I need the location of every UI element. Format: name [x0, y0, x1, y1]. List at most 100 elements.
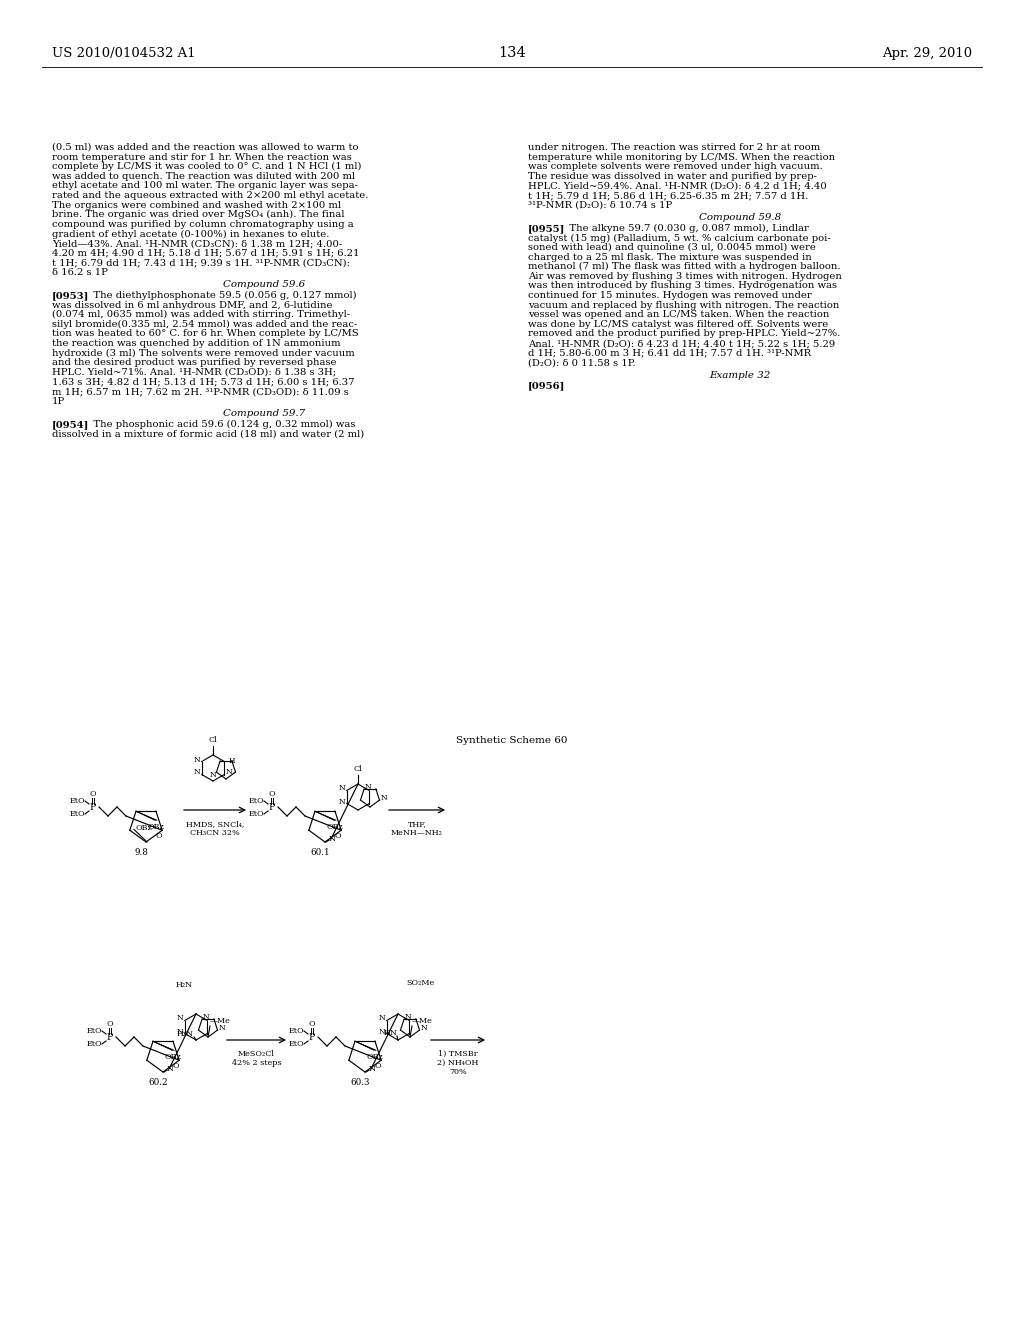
- Text: O: O: [268, 789, 275, 799]
- Text: compound was purified by column chromatography using a: compound was purified by column chromato…: [52, 220, 353, 228]
- Text: N: N: [339, 797, 346, 805]
- Text: P: P: [309, 1032, 315, 1041]
- Text: N: N: [379, 1015, 386, 1023]
- Text: [0956]: [0956]: [528, 381, 565, 391]
- Text: H₂N: H₂N: [177, 1030, 194, 1038]
- Text: P: P: [106, 1032, 114, 1041]
- Text: Cl: Cl: [353, 766, 362, 774]
- Text: THF,: THF,: [408, 820, 427, 828]
- Text: Air was removed by flushing 3 times with nitrogen. Hydrogen: Air was removed by flushing 3 times with…: [528, 272, 842, 281]
- Text: N: N: [177, 1027, 183, 1035]
- Text: was then introduced by flushing 3 times. Hydrogenation was: was then introduced by flushing 3 times.…: [528, 281, 837, 290]
- Text: N: N: [167, 1065, 174, 1073]
- Text: soned with lead) and quinoline (3 ul, 0.0045 mmol) were: soned with lead) and quinoline (3 ul, 0.…: [528, 243, 816, 252]
- Text: t 1H; 5.79 d 1H; 5.86 d 1H; 6.25-6.35 m 2H; 7.57 d 1H.: t 1H; 5.79 d 1H; 5.86 d 1H; 6.25-6.35 m …: [528, 191, 808, 201]
- Text: SO₂Me: SO₂Me: [406, 979, 434, 987]
- Text: brine. The organic was dried over MgSO₄ (anh). The final: brine. The organic was dried over MgSO₄ …: [52, 210, 344, 219]
- Text: N: N: [194, 768, 201, 776]
- Text: Yield—43%. Anal. ¹H-NMR (CD₃CN): δ 1.38 m 12H; 4.00-: Yield—43%. Anal. ¹H-NMR (CD₃CN): δ 1.38 …: [52, 239, 342, 248]
- Text: 134: 134: [498, 46, 526, 59]
- Text: The residue was dissolved in water and purified by prep-: The residue was dissolved in water and p…: [528, 172, 817, 181]
- Text: 60.3: 60.3: [350, 1078, 370, 1086]
- Text: The alkyne 59.7 (0.030 g, 0.087 mmol), Lindlar: The alkyne 59.7 (0.030 g, 0.087 mmol), L…: [560, 224, 809, 232]
- Text: m 1H; 6.57 m 1H; 7.62 m 2H. ³¹P-NMR (CD₃OD): δ 11.09 s: m 1H; 6.57 m 1H; 7.62 m 2H. ³¹P-NMR (CD₃…: [52, 387, 349, 396]
- Text: Synthetic Scheme 60: Synthetic Scheme 60: [457, 737, 567, 744]
- Text: OBz: OBz: [165, 1053, 181, 1061]
- Text: EtO: EtO: [289, 1040, 304, 1048]
- Text: complete by LC/MS it was cooled to 0° C. and 1 N HCl (1 ml): complete by LC/MS it was cooled to 0° C.…: [52, 162, 361, 172]
- Text: EtO: EtO: [70, 797, 85, 805]
- Text: O: O: [90, 789, 96, 799]
- Text: N: N: [177, 1015, 183, 1023]
- Text: 60.2: 60.2: [148, 1078, 168, 1086]
- Text: HPLC. Yield~71%. Anal. ¹H-NMR (CD₃OD): δ 1.38 s 3H;: HPLC. Yield~71%. Anal. ¹H-NMR (CD₃OD): δ…: [52, 368, 336, 376]
- Text: t 1H; 6.79 dd 1H; 7.43 d 1H; 9.39 s 1H. ³¹P-NMR (CD₃CN):: t 1H; 6.79 dd 1H; 7.43 d 1H; 9.39 s 1H. …: [52, 259, 350, 267]
- Text: The phosphonic acid 59.6 (0.124 g, 0.32 mmol) was: The phosphonic acid 59.6 (0.124 g, 0.32 …: [84, 420, 355, 429]
- Text: N: N: [225, 768, 232, 776]
- Text: HN: HN: [383, 1030, 397, 1038]
- Text: 9.8: 9.8: [134, 847, 147, 857]
- Text: (0.074 ml, 0635 mmol) was added with stirring. Trimethyl-: (0.074 ml, 0635 mmol) was added with sti…: [52, 310, 350, 319]
- Text: Example 32: Example 32: [710, 371, 771, 380]
- Text: P: P: [269, 803, 275, 812]
- Text: MeNH—NH₂: MeNH—NH₂: [391, 829, 443, 837]
- Text: The diethylphosphonate 59.5 (0.056 g, 0.127 mmol): The diethylphosphonate 59.5 (0.056 g, 0.…: [84, 290, 356, 300]
- Text: N: N: [421, 1024, 427, 1032]
- Text: tion was heated to 60° C. for 6 hr. When complete by LC/MS: tion was heated to 60° C. for 6 hr. When…: [52, 330, 358, 338]
- Text: N: N: [210, 771, 216, 779]
- Text: HMDS, SNCl₄,: HMDS, SNCl₄,: [185, 820, 244, 828]
- Text: EtO: EtO: [70, 810, 85, 818]
- Text: [0953]: [0953]: [52, 290, 89, 300]
- Text: room temperature and stir for 1 hr. When the reaction was: room temperature and stir for 1 hr. When…: [52, 153, 352, 161]
- Text: 42% 2 steps: 42% 2 steps: [231, 1059, 282, 1067]
- Text: Compound 59.7: Compound 59.7: [223, 409, 305, 418]
- Text: N: N: [329, 836, 336, 843]
- Text: The organics were combined and washed with 2×100 ml: The organics were combined and washed wi…: [52, 201, 341, 210]
- Text: (0.5 ml) was added and the reaction was allowed to warm to: (0.5 ml) was added and the reaction was …: [52, 143, 358, 152]
- Text: 70%: 70%: [450, 1068, 467, 1076]
- Text: δ 16.2 s 1P: δ 16.2 s 1P: [52, 268, 108, 277]
- Text: 2) NH₄OH: 2) NH₄OH: [437, 1059, 478, 1067]
- Text: O: O: [173, 1063, 179, 1071]
- Text: 60.1: 60.1: [310, 847, 330, 857]
- Text: CH₃CN 32%: CH₃CN 32%: [190, 829, 240, 837]
- Text: d 1H; 5.80-6.00 m 3 H; 6.41 dd 1H; 7.57 d 1H. ³¹P-NMR: d 1H; 5.80-6.00 m 3 H; 6.41 dd 1H; 7.57 …: [528, 348, 811, 358]
- Text: OBz: OBz: [327, 824, 343, 832]
- Text: N: N: [406, 1012, 412, 1020]
- Text: 1) TMSBr: 1) TMSBr: [438, 1049, 478, 1059]
- Text: P: P: [90, 803, 96, 812]
- Text: Compound 59.6: Compound 59.6: [223, 280, 305, 289]
- Text: Anal. ¹H-NMR (D₂O): δ 4.23 d 1H; 4.40 t 1H; 5.22 s 1H; 5.29: Anal. ¹H-NMR (D₂O): δ 4.23 d 1H; 4.40 t …: [528, 339, 836, 348]
- Text: —Me: —Me: [210, 1016, 230, 1026]
- Text: OBz: OBz: [367, 1053, 383, 1061]
- Text: O: O: [335, 832, 341, 840]
- Text: the reaction was quenched by addition of 1N ammonium: the reaction was quenched by addition of…: [52, 339, 341, 348]
- Text: OBz: OBz: [136, 824, 153, 832]
- Text: methanol (7 ml) The flask was fitted with a hydrogen balloon.: methanol (7 ml) The flask was fitted wit…: [528, 263, 841, 272]
- Text: was added to quench. The reaction was diluted with 200 ml: was added to quench. The reaction was di…: [52, 172, 355, 181]
- Text: N: N: [203, 1012, 210, 1020]
- Text: continued for 15 minutes. Hydogen was removed under: continued for 15 minutes. Hydogen was re…: [528, 290, 812, 300]
- Text: N: N: [369, 1065, 376, 1073]
- Text: removed and the product purified by prep-HPLC. Yield~27%.: removed and the product purified by prep…: [528, 330, 841, 338]
- Text: 4.20 m 4H; 4.90 d 1H; 5.18 d 1H; 5.67 d 1H; 5.91 s 1H; 6.21: 4.20 m 4H; 4.90 d 1H; 5.18 d 1H; 5.67 d …: [52, 248, 359, 257]
- Text: dissolved in a mixture of formic acid (18 ml) and water (2 ml): dissolved in a mixture of formic acid (1…: [52, 429, 365, 438]
- Text: under nitrogen. The reaction was stirred for 2 hr at room: under nitrogen. The reaction was stirred…: [528, 143, 820, 152]
- Text: 1P: 1P: [52, 396, 66, 405]
- Text: silyl bromide(0.335 ml, 2.54 mmol) was added and the reac-: silyl bromide(0.335 ml, 2.54 mmol) was a…: [52, 319, 357, 329]
- Text: ³¹P-NMR (D₂O): δ 10.74 s 1P: ³¹P-NMR (D₂O): δ 10.74 s 1P: [528, 201, 672, 210]
- Text: temperature while monitoring by LC/MS. When the reaction: temperature while monitoring by LC/MS. W…: [528, 153, 836, 161]
- Text: EtO: EtO: [249, 797, 264, 805]
- Text: H₂N: H₂N: [175, 981, 193, 989]
- Text: Apr. 29, 2010: Apr. 29, 2010: [882, 46, 972, 59]
- Text: EtO: EtO: [86, 1040, 102, 1048]
- Text: MeSO₂Cl: MeSO₂Cl: [238, 1049, 274, 1059]
- Text: rated and the aqueous extracted with 2×200 ml ethyl acetate.: rated and the aqueous extracted with 2×2…: [52, 191, 369, 201]
- Text: was dissolved in 6 ml anhydrous DMF, and 2, 6-lutidine: was dissolved in 6 ml anhydrous DMF, and…: [52, 301, 333, 310]
- Text: N: N: [379, 1027, 386, 1035]
- Text: O: O: [308, 1020, 315, 1028]
- Text: vacuum and replaced by flushing with nitrogen. The reaction: vacuum and replaced by flushing with nit…: [528, 301, 840, 310]
- Text: gradient of ethyl acetate (0-100%) in hexanes to elute.: gradient of ethyl acetate (0-100%) in he…: [52, 230, 330, 239]
- Text: O: O: [156, 832, 163, 840]
- Text: was complete solvents were removed under high vacuum.: was complete solvents were removed under…: [528, 162, 822, 172]
